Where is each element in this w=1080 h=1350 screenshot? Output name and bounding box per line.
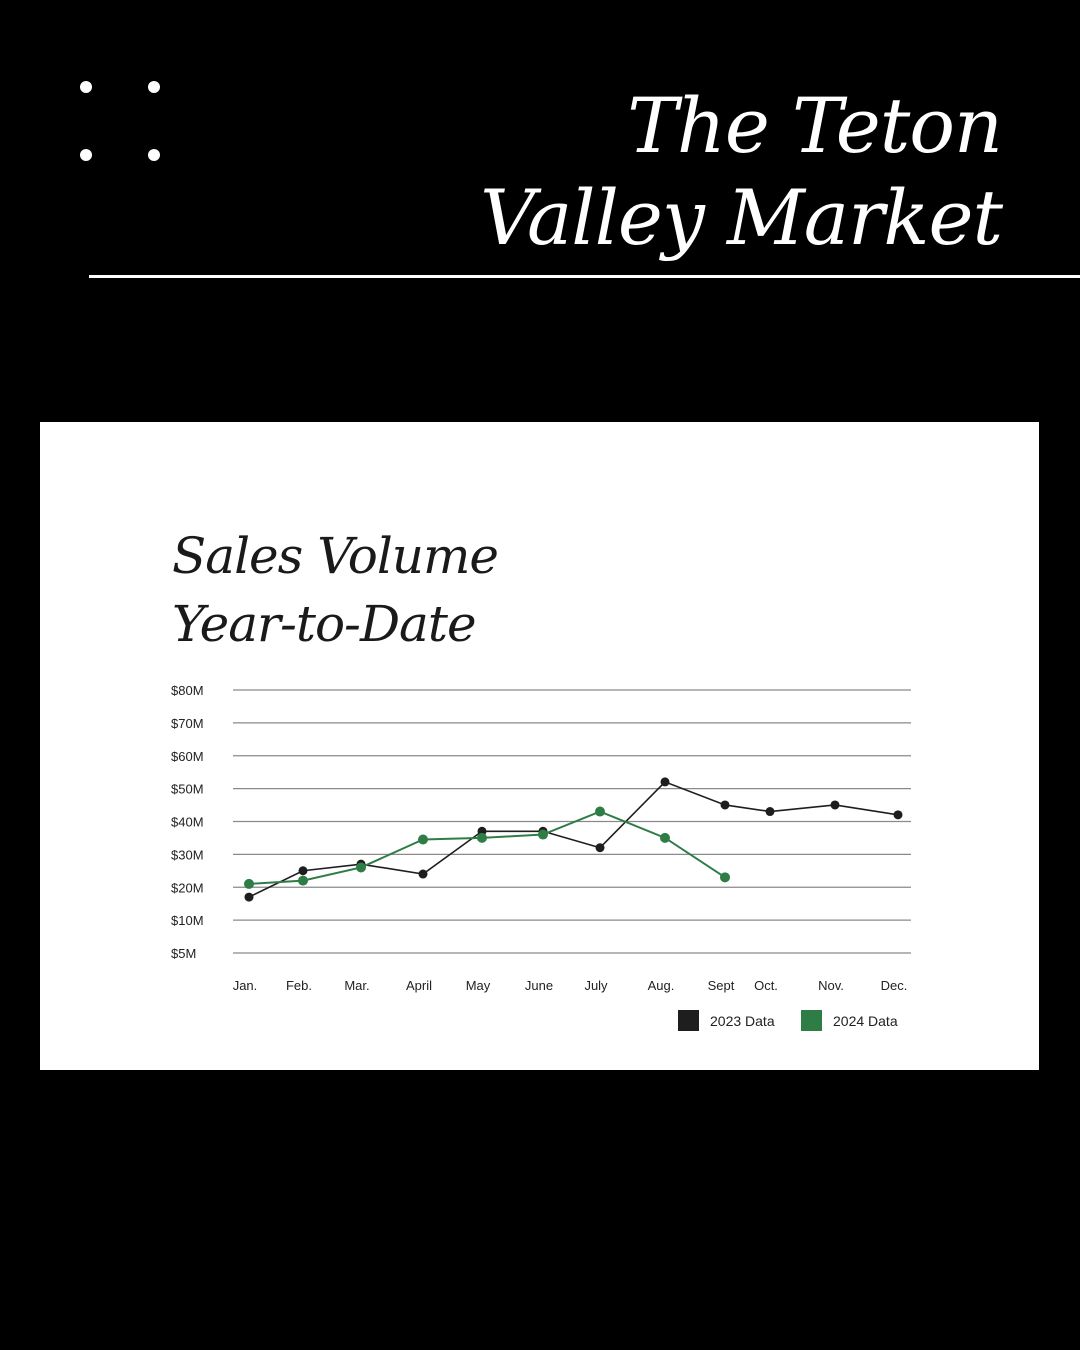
divider bbox=[89, 275, 1080, 278]
data-point bbox=[660, 777, 670, 787]
x-tick-label: July bbox=[584, 978, 608, 993]
data-point bbox=[356, 862, 366, 873]
data-point bbox=[418, 869, 428, 879]
data-point bbox=[244, 892, 254, 902]
data-point bbox=[595, 843, 605, 853]
x-tick-label: Oct. bbox=[754, 978, 778, 993]
x-tick-label: Dec. bbox=[881, 978, 908, 993]
data-point bbox=[477, 832, 487, 843]
x-tick-label: April bbox=[406, 978, 432, 993]
dot-icon bbox=[148, 81, 160, 93]
chart-title: Sales Volume Year-to-Date bbox=[172, 522, 499, 658]
y-tick-label: $40M bbox=[171, 815, 204, 830]
data-point bbox=[660, 832, 670, 843]
legend-label: 2023 Data bbox=[710, 1012, 775, 1029]
line-chart: $80M $70M $60M $50M $40M $30M $20M $10M $5M Jan. F… bbox=[171, 683, 911, 993]
legend-label: 2024 Data bbox=[833, 1012, 898, 1029]
x-tick-label: June bbox=[525, 978, 553, 993]
title-line-2: Valley Market bbox=[480, 173, 1003, 262]
dot-icon bbox=[80, 81, 92, 93]
x-tick-label: Feb. bbox=[286, 978, 312, 993]
data-point bbox=[244, 878, 254, 889]
y-tick-label: $10M bbox=[171, 913, 204, 928]
x-tick-label: Jan. bbox=[233, 978, 258, 993]
x-tick-label: Sept bbox=[708, 978, 735, 993]
dot-icon bbox=[80, 149, 92, 161]
dot-icon bbox=[148, 149, 160, 161]
chart-title-line-1: Sales Volume bbox=[172, 527, 499, 585]
legend-item-2024: 2024 Data bbox=[801, 1010, 898, 1031]
data-point bbox=[720, 872, 730, 883]
y-tick-label: $5M bbox=[171, 946, 196, 961]
title-line-1: The Teton bbox=[627, 81, 1003, 170]
y-tick-label: $60M bbox=[171, 749, 204, 764]
chart-title-line-2: Year-to-Date bbox=[172, 595, 477, 653]
data-point bbox=[298, 866, 308, 876]
y-tick-label: $70M bbox=[171, 716, 204, 731]
y-tick-label: $20M bbox=[171, 880, 204, 895]
data-point bbox=[298, 875, 308, 886]
x-tick-label: Nov. bbox=[818, 978, 844, 993]
data-point bbox=[720, 800, 730, 810]
data-point bbox=[765, 807, 775, 817]
page-title: The Teton Valley Market bbox=[480, 80, 1003, 264]
x-tick-label: May bbox=[466, 978, 491, 993]
x-tick-label: Aug. bbox=[648, 978, 675, 993]
data-point bbox=[538, 829, 548, 840]
y-tick-label: $30M bbox=[171, 847, 204, 862]
data-point bbox=[830, 800, 840, 810]
data-point bbox=[893, 810, 903, 820]
legend-swatch bbox=[678, 1010, 699, 1031]
series-line-2024-data bbox=[248, 810, 726, 885]
chart-card: Sales Volume Year-to-Date $80M $70M $60M $5… bbox=[40, 422, 1039, 1070]
series-line-2023-data bbox=[248, 780, 899, 898]
y-tick-label: $80M bbox=[171, 683, 204, 698]
x-tick-label: Mar. bbox=[344, 978, 369, 993]
legend-item-2023: 2023 Data bbox=[678, 1010, 775, 1031]
data-point bbox=[418, 834, 428, 845]
data-point bbox=[595, 806, 605, 817]
legend-swatch bbox=[801, 1010, 822, 1031]
y-tick-label: $50M bbox=[171, 782, 204, 797]
